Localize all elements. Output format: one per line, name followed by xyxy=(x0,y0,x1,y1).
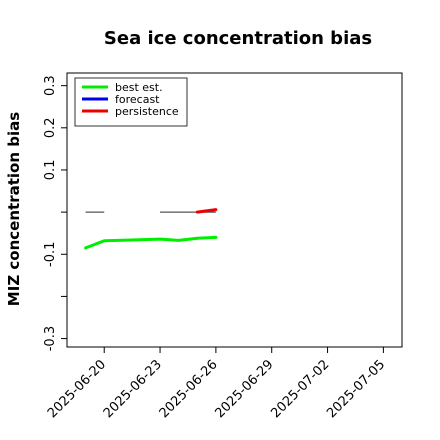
y-tick-label: 0.1 xyxy=(43,160,58,181)
series-line-persistence xyxy=(195,208,218,214)
legend-label: best est. xyxy=(115,81,163,94)
x-tick-label: 2025-06-29 xyxy=(213,357,277,421)
legend-label: forecast xyxy=(115,93,160,106)
plot-frame xyxy=(66,72,403,348)
legend-label: persistence xyxy=(115,105,179,118)
x-tick-label: 2025-07-05 xyxy=(324,357,388,421)
x-tick-label: 2025-06-20 xyxy=(45,357,109,421)
chart-title: Sea ice concentration bias xyxy=(104,28,372,49)
y-tick-label: 0.2 xyxy=(43,117,58,138)
y-tick-label: 0.3 xyxy=(43,75,58,96)
series-line-best-est- xyxy=(84,235,218,250)
x-axis: 2025-06-202025-06-232025-06-262025-06-29… xyxy=(45,347,388,421)
series-group xyxy=(84,208,218,250)
x-tick-label: 2025-07-02 xyxy=(268,357,332,421)
x-tick-label: 2025-06-23 xyxy=(101,357,165,421)
x-tick-label: 2025-06-26 xyxy=(157,357,221,421)
y-tick-label: -0.1 xyxy=(43,242,58,267)
y-axis-label: MIZ concentration bias xyxy=(5,112,23,306)
y-tick-label: -0.3 xyxy=(43,326,58,351)
y-axis: -0.3 -0.1 0.1 0.2 0.3 xyxy=(43,75,67,351)
